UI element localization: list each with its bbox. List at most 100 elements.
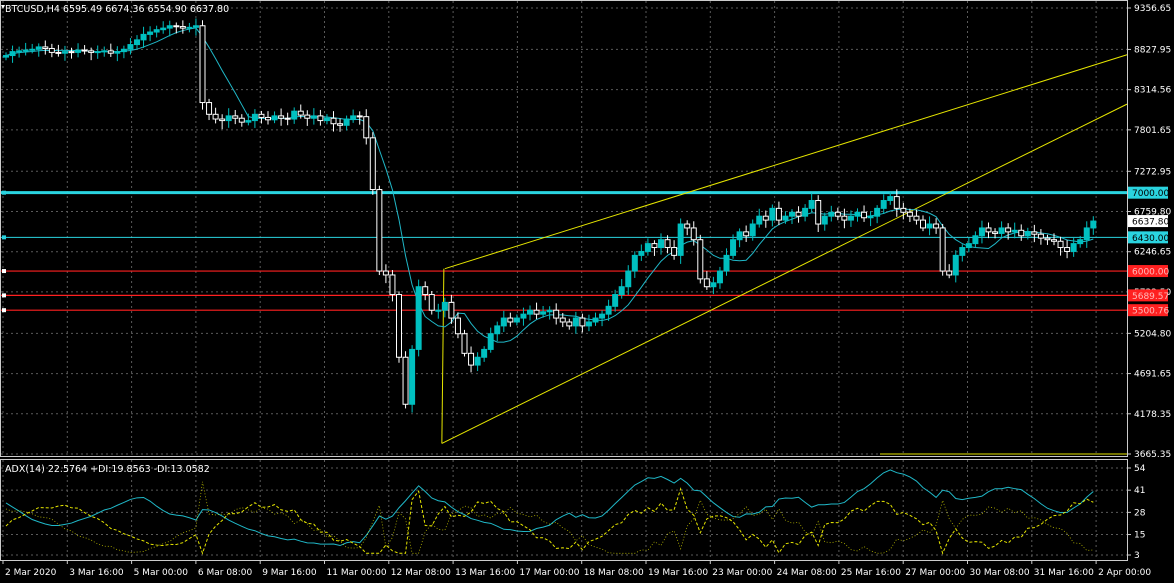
candle-body <box>527 309 533 315</box>
candle-body <box>35 46 42 50</box>
price-tick-label: 6759.80 <box>1134 208 1171 218</box>
candle-body <box>225 115 232 122</box>
candle-body <box>861 211 868 219</box>
level-tag-label: 6430.00 <box>1132 234 1169 244</box>
candle-body <box>22 49 29 52</box>
level-tag-label: 5500.76 <box>1132 307 1169 317</box>
candle-body <box>199 25 206 104</box>
candle-body <box>160 27 167 31</box>
candle-body <box>513 317 520 323</box>
trend-line-upper <box>444 54 1128 270</box>
time-tick-label: 13 Mar 16:00 <box>455 568 515 578</box>
candle-body <box>81 49 88 52</box>
candle-body <box>533 309 540 315</box>
candle-body <box>396 294 402 358</box>
candle-body <box>756 215 763 225</box>
candle-body <box>409 348 416 405</box>
time-tick-label: 27 Mar 00:00 <box>905 568 965 578</box>
level-tag-bg <box>1128 289 1168 302</box>
candle-body <box>363 116 370 139</box>
candle-body <box>566 321 573 327</box>
candle-body <box>507 317 514 323</box>
candle-body <box>998 227 1005 234</box>
price-tick-label: 3665.35 <box>1134 450 1171 460</box>
candle-body <box>147 31 154 35</box>
candle-body <box>631 254 638 272</box>
candle-body <box>428 294 435 311</box>
candle-body <box>356 115 363 118</box>
candle-body <box>258 113 265 118</box>
candle-body <box>644 243 651 252</box>
candle-body <box>265 116 271 121</box>
level-handle <box>2 308 6 313</box>
price-level-tags: 7000.00 6637.80 6430.00 6000.00 5689.57 5500.… <box>1128 186 1169 317</box>
candle-body <box>677 223 684 256</box>
candle-body <box>343 118 350 126</box>
candle-body <box>913 215 920 221</box>
price-tick-label: 4691.65 <box>1134 370 1171 380</box>
candle-body <box>638 250 645 256</box>
candle-body <box>206 102 213 115</box>
candle-body <box>1044 237 1051 241</box>
candle-body <box>494 325 501 335</box>
candle-body <box>94 51 101 54</box>
price-panel-frame <box>0 0 1128 457</box>
chart-menu-icon[interactable] <box>1 5 5 9</box>
time-tick-label: 2 Mar 2020 <box>5 568 57 578</box>
price-tick-label: 9356.65 <box>1134 4 1171 14</box>
candlesticks <box>3 18 1097 413</box>
candle-body <box>716 270 723 284</box>
candle-body <box>664 239 671 249</box>
candle-body <box>350 115 357 120</box>
time-tick-label: 3 Mar 16:00 <box>69 568 124 578</box>
candle-body <box>317 115 324 122</box>
indicator-tick-label: 41 <box>1134 486 1145 496</box>
trend-line-base <box>441 268 445 444</box>
level-tag-bg <box>1128 215 1168 228</box>
candle-body <box>546 309 553 313</box>
candle-body <box>782 215 789 221</box>
candle-body <box>114 51 121 54</box>
candle-body <box>61 51 68 54</box>
candle-body <box>330 117 337 125</box>
candle-body <box>1083 227 1090 241</box>
level-tag-label: 6000.00 <box>1132 268 1169 278</box>
candle-body <box>723 254 730 272</box>
candle-body <box>376 189 383 272</box>
candle-body <box>68 51 75 54</box>
level-tag-bg <box>1128 186 1168 199</box>
indicator-info: ADX(14) 22.5764 +DI:19.8563 -DI:13.0582 <box>5 464 210 475</box>
candle-body <box>1077 239 1084 245</box>
time-tick-label: 11 Mar 00:00 <box>327 568 387 578</box>
candle-body <box>134 39 140 46</box>
grid-lines <box>1 1 1127 560</box>
candle-body <box>599 313 606 319</box>
candle-body <box>697 239 704 280</box>
candle-body <box>3 55 9 58</box>
candle-body <box>985 227 992 233</box>
candle-body <box>651 243 658 249</box>
candle-body <box>618 286 625 296</box>
level-handle <box>2 235 6 240</box>
candle-body <box>402 356 409 405</box>
trend-channel <box>441 54 1128 455</box>
candle-body <box>468 352 475 366</box>
indicator-panel-frame <box>0 459 1128 561</box>
candle-body <box>9 51 16 57</box>
candle-body <box>585 321 592 327</box>
candle-body <box>605 305 612 315</box>
candle-body <box>42 46 49 49</box>
candle-body <box>920 219 926 229</box>
candle-body <box>304 114 311 119</box>
candle-body <box>828 211 835 217</box>
candle-body <box>972 235 979 245</box>
candle-body <box>762 215 769 221</box>
indicator-tick-label: 3 <box>1134 551 1140 561</box>
candle-body <box>1018 229 1025 237</box>
price-tick-label: 7801.65 <box>1134 126 1171 136</box>
price-tick-label: 6246.65 <box>1134 248 1171 258</box>
candle-body <box>1070 243 1077 252</box>
candle-body <box>179 26 186 29</box>
candle-body <box>166 25 173 29</box>
candle-body <box>1051 239 1057 242</box>
